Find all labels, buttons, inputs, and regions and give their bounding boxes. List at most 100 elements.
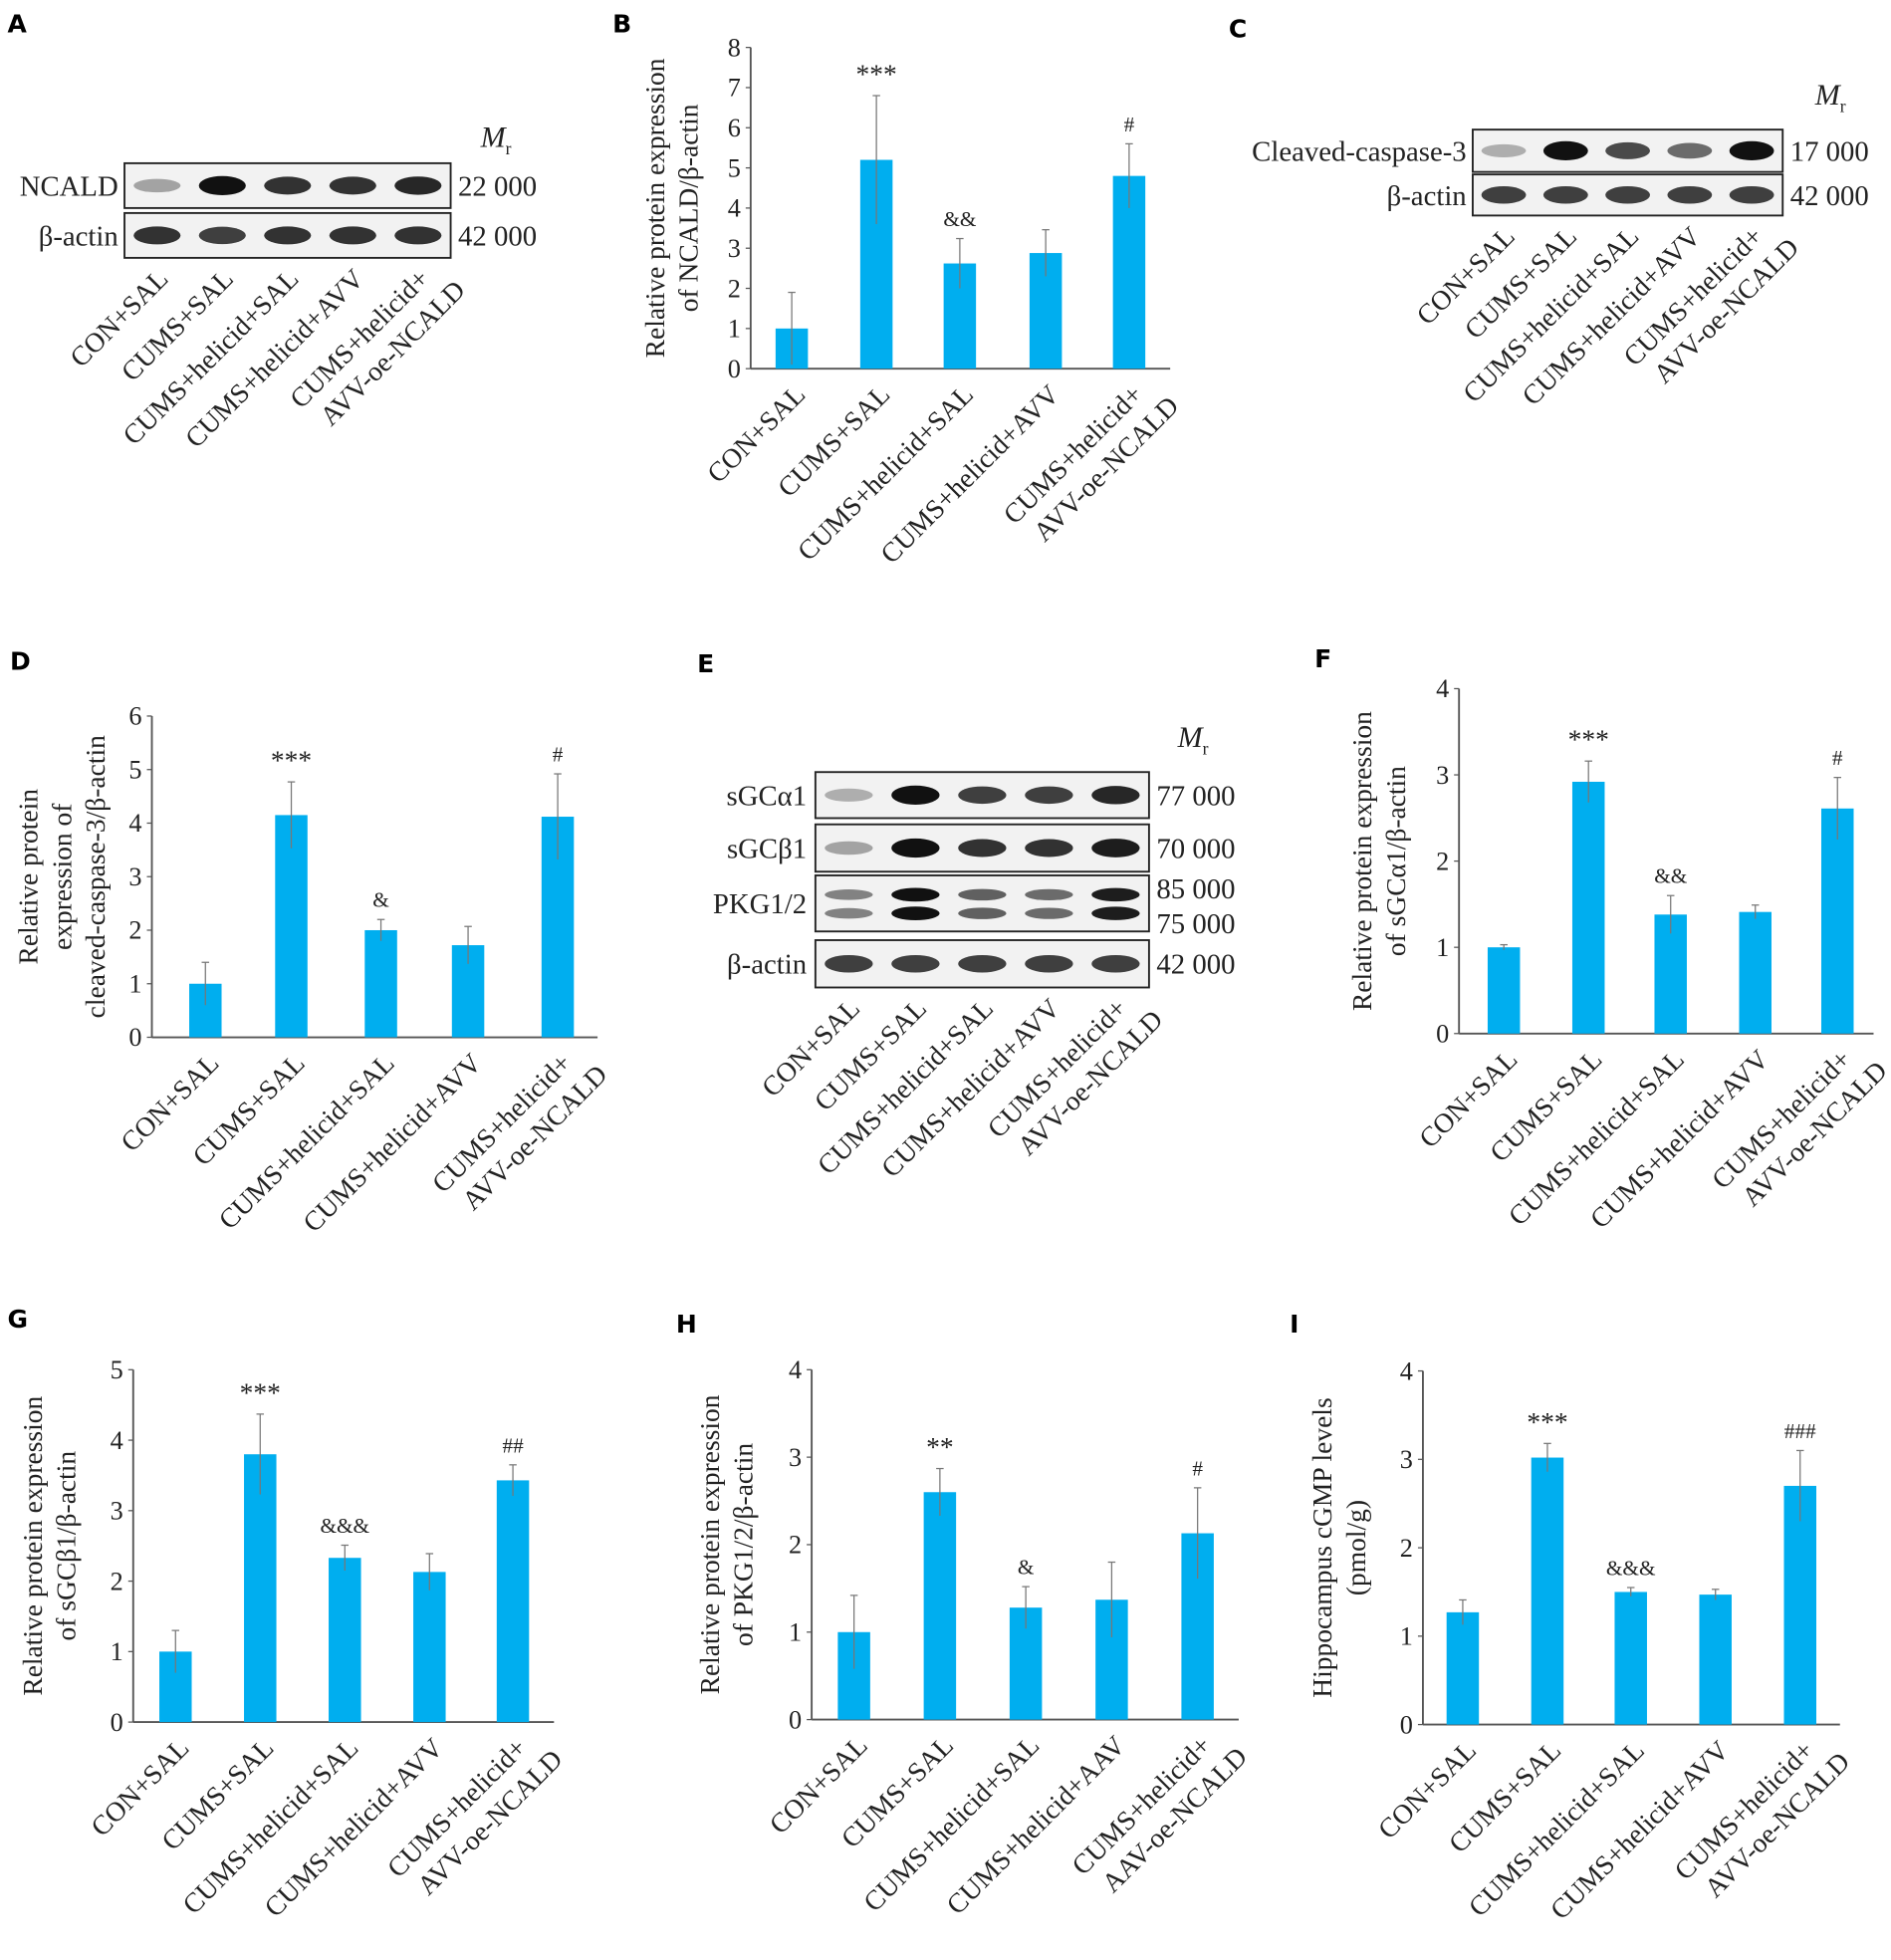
bar — [1739, 911, 1772, 1034]
protein-band — [1091, 906, 1140, 920]
protein-band — [891, 887, 940, 902]
bar — [1699, 1594, 1732, 1725]
protein-band — [198, 175, 246, 196]
significance-label: *** — [1527, 1406, 1567, 1437]
protein-band — [825, 889, 873, 900]
significance-label: & — [372, 888, 389, 912]
y-axis-label-line: Relative protein expression — [1346, 711, 1377, 1011]
protein-band — [133, 178, 181, 193]
protein-band — [1091, 786, 1140, 805]
y-tick-label: 0 — [1436, 1020, 1449, 1049]
mr-value: 42 000 — [1156, 949, 1235, 981]
x-tick-label: CUMS+helicid+AVV-oe-NCALD — [1706, 1044, 1891, 1213]
bar — [1446, 1611, 1480, 1725]
y-axis-label-line: Relative protein expression — [694, 1394, 725, 1694]
mr-value: 77 000 — [1156, 780, 1235, 812]
protein-label: β-actin — [1387, 180, 1467, 212]
protein-band — [1667, 186, 1713, 204]
bar — [923, 1492, 957, 1720]
y-tick-label: 2 — [728, 274, 741, 303]
y-axis-label-line: (pmol/g) — [1340, 1500, 1371, 1595]
protein-band — [264, 226, 312, 245]
protein-band — [958, 839, 1007, 858]
protein-band — [958, 907, 1007, 919]
y-tick-label: 4 — [1436, 674, 1449, 703]
y-axis-label: Hippocampus cGMP levels (pmol/g) — [1306, 1397, 1371, 1697]
protein-band — [394, 176, 442, 195]
significance-label: ## — [502, 1433, 524, 1457]
significance-label: *** — [1568, 724, 1609, 755]
y-tick-label: 0 — [728, 355, 741, 383]
significance-label: # — [1124, 113, 1135, 136]
protein-band — [1542, 186, 1588, 204]
protein-band — [329, 176, 376, 195]
bar — [275, 815, 308, 1038]
y-axis-label: Relative protein expression of cleaved-cas… — [13, 735, 112, 1018]
protein-band — [1025, 907, 1073, 919]
protein-band — [1091, 954, 1140, 973]
significance-label: *** — [855, 59, 896, 90]
protein-band — [1481, 143, 1527, 157]
y-tick-label: 4 — [128, 809, 141, 838]
protein-band — [198, 226, 246, 245]
protein-band — [825, 788, 873, 802]
panel-label-f: F — [1314, 644, 1331, 673]
mr-value: 85 000 — [1156, 873, 1235, 905]
significance-label: && — [1654, 864, 1688, 888]
panel-label-b: B — [612, 10, 631, 39]
y-axis-label-line: Relative protein expression — [639, 58, 670, 358]
protein-band — [1091, 887, 1140, 902]
y-axis-label: Relative protein expression of PKG1/2/β-a… — [694, 1394, 759, 1694]
protein-band — [1091, 839, 1140, 858]
y-tick-label: 3 — [728, 234, 741, 263]
y-tick-label: 3 — [789, 1443, 802, 1472]
protein-band — [1025, 839, 1073, 858]
bar — [1614, 1592, 1647, 1725]
y-tick-label: 2 — [789, 1531, 802, 1560]
mr-header: Mr — [1814, 79, 1846, 117]
protein-band — [1025, 954, 1073, 973]
y-tick-label: 1 — [1436, 933, 1449, 962]
protein-band — [1542, 140, 1588, 161]
panel-label-e: E — [697, 649, 714, 678]
y-tick-label: 4 — [789, 1355, 802, 1384]
panel-label-g: G — [8, 1305, 29, 1334]
x-tick-label: CUMS+helicid+AVV-oe-NCALD — [284, 263, 471, 432]
protein-band — [1667, 142, 1713, 159]
y-axis-label-line: Hippocampus cGMP levels — [1306, 1397, 1337, 1697]
protein-band — [891, 954, 940, 973]
y-tick-label: 0 — [1400, 1710, 1413, 1739]
protein-label: β-actin — [39, 220, 118, 252]
x-tick-label: CUMS+helicid+AVV-oe-NCALD — [981, 992, 1168, 1161]
bar — [1783, 1485, 1816, 1725]
mr-header: Mr — [480, 122, 512, 159]
y-axis-label-line: of sGCβ1/β-actin — [51, 1451, 82, 1641]
y-tick-label: 0 — [128, 1023, 141, 1052]
panel-label-a: A — [8, 10, 28, 39]
significance-label: *** — [271, 745, 312, 776]
significance-label: *** — [240, 1376, 281, 1407]
y-tick-label: 4 — [111, 1426, 123, 1455]
protein-band — [1025, 888, 1073, 900]
protein-band — [1481, 186, 1527, 204]
y-tick-label: 8 — [728, 33, 741, 62]
y-axis-label: Relative protein expression of sGCα1/β-ac… — [1346, 711, 1411, 1011]
y-tick-label: 2 — [1400, 1534, 1413, 1563]
bar — [364, 929, 397, 1038]
y-tick-label: 1 — [128, 970, 141, 999]
y-axis-label-line: Relative protein expression — [17, 1396, 48, 1696]
bar-chart-b: 0 1 2 3 4 5 6 7 8 Relative protein expression of N… — [639, 33, 1184, 569]
protein-band — [1025, 786, 1073, 805]
protein-band — [133, 226, 181, 245]
significance-label: & — [1018, 1556, 1035, 1580]
significance-label: && — [943, 207, 977, 231]
significance-label: &&& — [320, 1514, 369, 1538]
protein-band — [1729, 186, 1774, 204]
y-axis-label-line: Relative protein — [13, 789, 44, 965]
panel-label-c: C — [1229, 15, 1247, 44]
y-tick-label: 1 — [789, 1618, 802, 1647]
x-tick-label: CUMS+helicid+AVV-oe-NCALD — [997, 378, 1184, 548]
protein-label: sGCα1 — [727, 780, 808, 812]
protein-band — [891, 785, 940, 805]
